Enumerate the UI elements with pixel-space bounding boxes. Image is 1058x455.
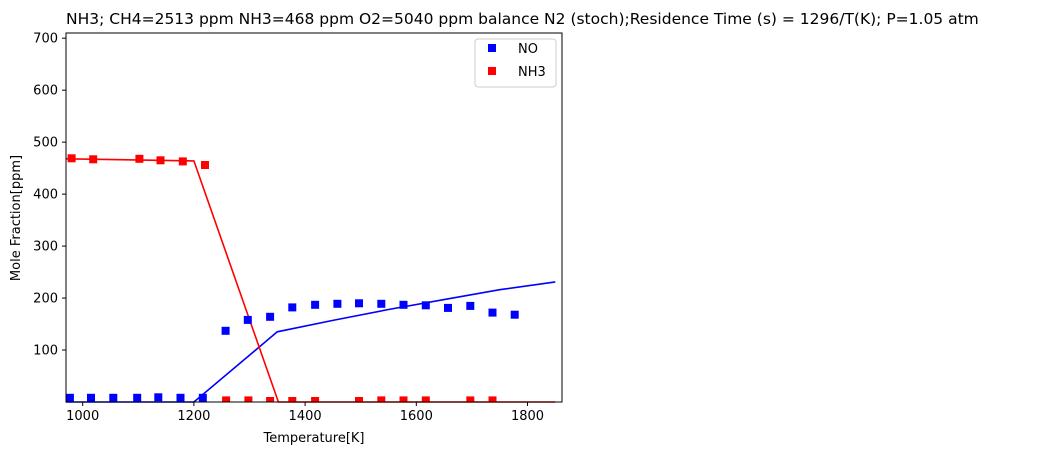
no-point	[311, 300, 320, 309]
nh3-point	[201, 161, 209, 169]
y-tick-label: 700	[33, 32, 58, 47]
x-tick-label: 1800	[511, 409, 544, 424]
chart-title: NH3; CH4=2513 ppm NH3=468 ppm O2=5040 pp…	[66, 10, 979, 28]
y-tick-label: 600	[33, 84, 58, 99]
no-point	[288, 303, 297, 312]
no-point	[154, 393, 163, 402]
no-point	[198, 393, 207, 402]
x-axis-label: Temperature[K]	[262, 431, 364, 446]
no-point	[87, 393, 95, 402]
x-axis: 1000 1200 1400 1600 1800	[66, 402, 544, 424]
no-point	[266, 312, 275, 321]
no-point	[421, 301, 430, 310]
legend-marker-no	[488, 44, 496, 52]
nh3-point	[266, 397, 275, 402]
nh3-point	[311, 397, 320, 402]
no-point	[399, 300, 408, 309]
y-tick-label: 300	[33, 240, 58, 255]
nh3-point	[135, 154, 144, 163]
no-point	[221, 326, 230, 335]
nh3-point	[377, 396, 386, 402]
nh3-point	[399, 396, 408, 402]
no-point	[444, 303, 452, 312]
x-tick-label: 1000	[66, 409, 99, 424]
x-tick-label: 1200	[177, 409, 210, 424]
y-axis: 100 200 300 400 500 600 700	[33, 32, 66, 359]
y-tick-label: 400	[33, 188, 58, 203]
legend-label-no: NO	[518, 42, 538, 57]
no-point	[510, 310, 519, 319]
nh3-point	[488, 396, 497, 402]
no-point	[333, 299, 342, 308]
nh3-point	[355, 397, 363, 402]
no-point	[377, 299, 386, 308]
data-markers	[66, 154, 519, 402]
x-tick-label: 1600	[400, 409, 433, 424]
nh3-point	[178, 157, 187, 166]
legend: NO NH3	[474, 38, 557, 88]
no-point	[466, 301, 475, 310]
no-point	[176, 393, 185, 402]
nh3-point	[244, 396, 253, 402]
no-point	[66, 393, 74, 402]
nh3-point	[156, 156, 165, 165]
legend-label-nh3: NH3	[518, 65, 546, 80]
y-tick-label: 200	[33, 292, 58, 307]
x-tick-label: 1400	[289, 409, 322, 424]
plot-frame	[65, 32, 563, 403]
no-point	[109, 393, 118, 402]
legend-marker-nh3	[488, 67, 496, 75]
nh3-point	[89, 155, 98, 164]
nh3-point	[421, 396, 430, 402]
no-point	[133, 393, 142, 402]
plot-area	[65, 32, 563, 403]
nh3-point	[466, 396, 475, 402]
nh3-point	[67, 154, 76, 163]
model-line-0	[66, 281, 556, 403]
nh3-point	[288, 397, 297, 402]
nh3-point	[222, 396, 231, 402]
y-tick-label: 500	[33, 136, 58, 151]
y-axis-label: Mole Fraction[ppm]	[9, 155, 24, 281]
no-point	[355, 299, 363, 308]
no-point	[243, 315, 252, 324]
no-point	[488, 308, 497, 317]
y-tick-label: 100	[33, 344, 58, 359]
